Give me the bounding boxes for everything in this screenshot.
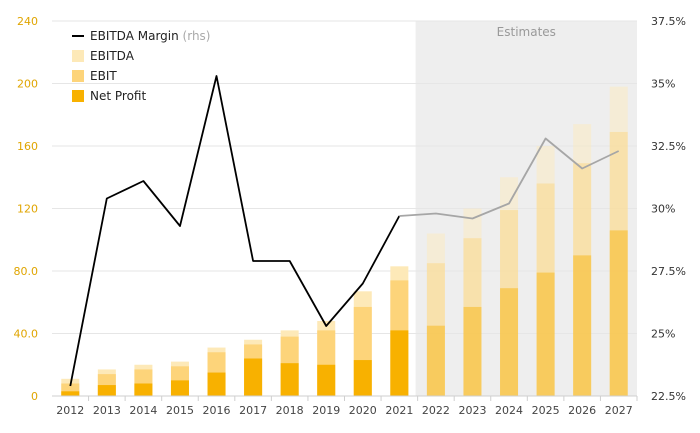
legend-note-rhs: (rhs) <box>179 29 211 43</box>
x-tick-label: 2020 <box>349 404 377 417</box>
x-tick-label: 2019 <box>312 404 340 417</box>
legend-label-ebit: EBIT <box>90 69 117 83</box>
bar-ebitda <box>573 124 592 396</box>
x-tick-label: 2013 <box>93 404 121 417</box>
legend-label-ebitda: EBITDA <box>90 49 135 63</box>
bar-ebit <box>536 183 555 396</box>
bar-ebitda <box>609 86 628 396</box>
legend-swatch-ebit <box>72 70 84 82</box>
bar-net-profit <box>353 360 372 396</box>
bar-net-profit <box>61 391 80 396</box>
y-left-tick-label: 80.0 <box>14 265 39 278</box>
x-tick-label: 2015 <box>166 404 194 417</box>
bar-net-profit <box>97 385 116 396</box>
x-tick-label: 2023 <box>458 404 486 417</box>
y-left-tick-label: 40.0 <box>14 328 39 341</box>
bar-ebit <box>573 163 592 396</box>
x-tick-label: 2016 <box>203 404 231 417</box>
bar-ebit <box>500 210 519 396</box>
bar-net-profit <box>500 288 519 396</box>
x-tick-label: 2014 <box>129 404 157 417</box>
y-right-tick-label: 32.5% <box>651 140 686 153</box>
x-tick-label: 2026 <box>568 404 596 417</box>
bar-net-profit <box>390 330 409 396</box>
legend-swatch-net-profit <box>72 90 84 102</box>
bar-net-profit <box>536 272 555 396</box>
bar-ebit <box>609 131 628 396</box>
bar-net-profit <box>573 255 592 396</box>
bar-net-profit <box>280 363 299 396</box>
legend-label-ebitda-margin: EBITDA Margin (rhs) <box>90 29 211 43</box>
bar-ebitda <box>426 233 445 396</box>
bar-net-profit <box>426 325 445 396</box>
bar-net-profit <box>207 372 226 396</box>
x-tick-label: 2017 <box>239 404 267 417</box>
bar-ebitda <box>536 146 555 396</box>
x-tick-label: 2025 <box>532 404 560 417</box>
x-tick-label: 2012 <box>56 404 84 417</box>
estimates-label: Estimates <box>497 25 556 39</box>
y-left-tick-label: 0 <box>31 390 38 403</box>
y-left-tick-label: 200 <box>17 78 38 91</box>
bar-net-profit <box>244 358 263 396</box>
bar-net-profit <box>170 380 189 396</box>
bar-net-profit <box>317 364 336 396</box>
x-tick-label: 2027 <box>605 404 633 417</box>
legend-swatch-ebitda <box>72 50 84 62</box>
bar-ebitda <box>463 208 482 396</box>
x-tick-label: 2021 <box>385 404 413 417</box>
bar-ebitda <box>500 177 519 396</box>
y-left-tick-label: 120 <box>17 203 38 216</box>
y-right-tick-label: 37.5% <box>651 15 686 28</box>
y-right-tick-label: 25% <box>651 328 675 341</box>
x-tick-label: 2022 <box>422 404 450 417</box>
y-left-tick-label: 160 <box>17 140 38 153</box>
bar-ebit <box>426 263 445 396</box>
x-tick-label: 2018 <box>276 404 304 417</box>
bar-net-profit <box>134 383 153 396</box>
ebitda-margin-line <box>69 75 401 387</box>
y-left-tick-label: 240 <box>17 15 38 28</box>
y-right-tick-label: 27.5% <box>651 265 686 278</box>
y-right-tick-label: 35% <box>651 78 675 91</box>
bar-ebit <box>463 238 482 396</box>
bar-net-profit <box>463 306 482 396</box>
bar-net-profit <box>609 230 628 396</box>
x-tick-label: 2024 <box>495 404 523 417</box>
y-right-tick-label: 30% <box>651 203 675 216</box>
ebitda-margin-line-estimate <box>399 137 620 220</box>
y-right-tick-label: 22.5% <box>651 390 686 403</box>
legend-label-net-profit: Net Profit <box>90 89 146 103</box>
